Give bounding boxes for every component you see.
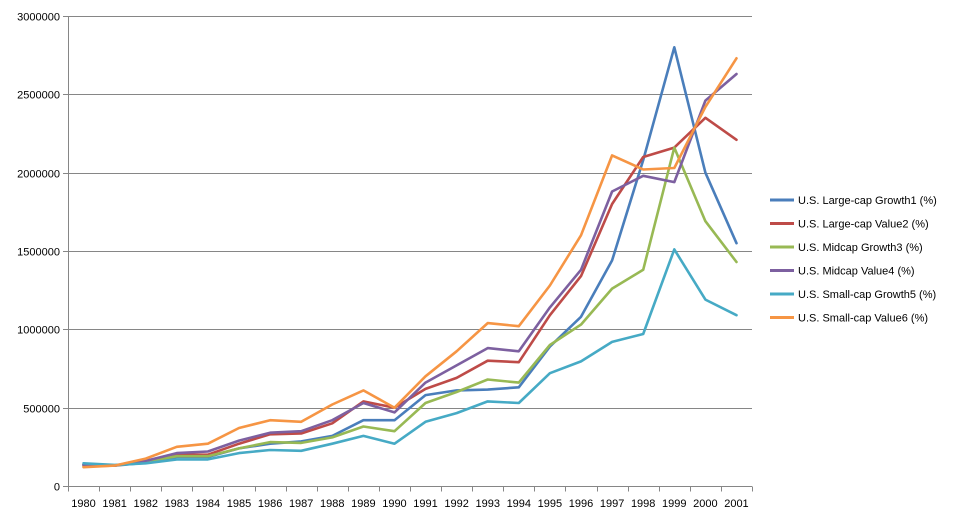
gridlines	[68, 16, 752, 409]
legend-label: U.S. Large-cap Growth1 (%)	[798, 195, 937, 207]
x-tick-label: 1983	[165, 498, 189, 510]
x-tick-label: 1984	[196, 498, 220, 510]
x-tick-label: 2000	[693, 498, 717, 510]
legend-label: U.S. Large-cap Value2 (%)	[798, 219, 929, 231]
legend-label: U.S. Midcap Value4 (%)	[798, 266, 915, 278]
axes: 0 500000 1000000 1500000 2000000 2500000 30000…	[17, 12, 753, 510]
x-tick-label: 1981	[102, 498, 126, 510]
series-line-5	[82, 248, 738, 467]
x-tick-label: 1998	[631, 498, 655, 510]
x-tick-label: 1993	[475, 498, 499, 510]
x-tick-label: 1991	[413, 498, 437, 510]
legend-label: U.S. Midcap Growth3 (%)	[798, 242, 923, 254]
x-tick-label: 1985	[227, 498, 251, 510]
y-tick-label: 2500000	[17, 90, 60, 102]
legend-entry: U.S. Midcap Growth3 (%)	[770, 242, 923, 254]
y-tick-label: 1000000	[17, 325, 60, 337]
series-line-1	[82, 45, 738, 467]
x-tick-label: 1995	[538, 498, 562, 510]
legend-label: U.S. Small-cap Value6 (%)	[798, 313, 928, 325]
x-tick-label: 1987	[289, 498, 313, 510]
series-lines	[82, 45, 738, 469]
x-tick-label: 2001	[724, 498, 748, 510]
x-tick-label: 1982	[133, 498, 157, 510]
series-line-2	[82, 116, 738, 467]
y-tick-label: 3000000	[17, 12, 60, 24]
legend-label: U.S. Small-cap Growth5 (%)	[798, 289, 936, 301]
x-tick-label: 1994	[507, 498, 531, 510]
legend-entry: U.S. Large-cap Value2 (%)	[770, 219, 929, 231]
x-tick-label: 1997	[600, 498, 624, 510]
legend: U.S. Large-cap Growth1 (%) U.S. Large-cap…	[770, 195, 937, 325]
x-tick-label: 1990	[382, 498, 406, 510]
series-line-4	[82, 72, 738, 467]
legend-entry: U.S. Small-cap Growth5 (%)	[770, 289, 936, 301]
x-tick-label: 1988	[320, 498, 344, 510]
y-tick-label: 1500000	[17, 247, 60, 259]
x-tick-label: 1986	[258, 498, 282, 510]
y-tick-label: 0	[54, 482, 60, 494]
y-tick-label: 2000000	[17, 169, 60, 181]
y-tick-label: 500000	[23, 404, 60, 416]
series-line-3	[82, 146, 738, 468]
legend-entry: U.S. Small-cap Value6 (%)	[770, 313, 928, 325]
x-tick-label: 1989	[351, 498, 375, 510]
legend-entry: U.S. Midcap Value4 (%)	[770, 266, 915, 278]
x-tick-label: 1999	[662, 498, 686, 510]
x-tick-label: 1980	[71, 498, 95, 510]
x-tick-label: 1996	[569, 498, 593, 510]
legend-entry: U.S. Large-cap Growth1 (%)	[770, 195, 937, 207]
x-tick-label: 1992	[444, 498, 468, 510]
series-line-6	[82, 56, 738, 469]
